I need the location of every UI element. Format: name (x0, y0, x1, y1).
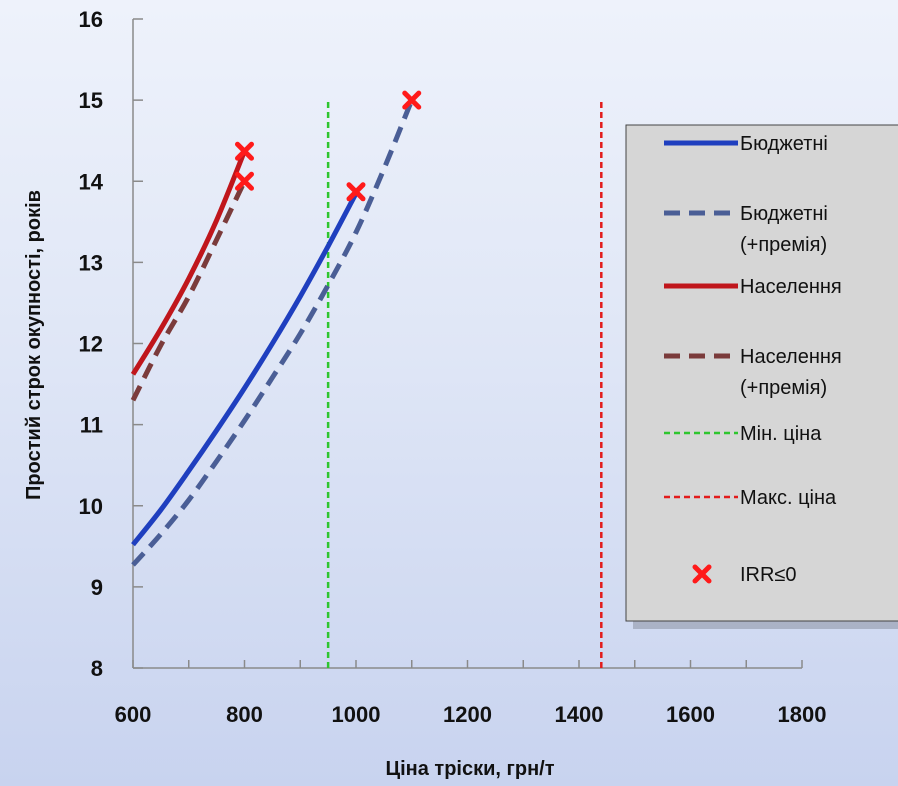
marker-stroke (402, 90, 422, 110)
legend-item: Бюджетні (+премія) (664, 203, 828, 256)
legend-item: Бюджетні (664, 133, 828, 155)
series-line-0 (131, 192, 359, 547)
legend-item: IRR≤0 (692, 564, 797, 586)
marker-stroke (346, 182, 366, 202)
legend-label: Бюджетні (740, 133, 828, 155)
y-tick-label: 16 (79, 7, 103, 32)
y-tick-label: 12 (79, 332, 103, 357)
legend-box (625, 124, 898, 622)
legend-label: Населення (740, 276, 842, 298)
axes: 8 9 10 11 12 13 14 15 16 600 800 1000 1200 1400 1600 18… (79, 7, 827, 727)
x-tick-label: 1200 (443, 702, 492, 727)
series-line-3 (130, 180, 247, 402)
legend-label: Бюджетні (740, 203, 828, 225)
x-axis-title: Ціна тріски, грн/т (385, 758, 554, 780)
marker-stroke (235, 171, 254, 191)
series-line-1 (131, 99, 415, 567)
legend-label: Макс. ціна (740, 487, 837, 509)
legend-item: Населення (664, 276, 842, 298)
legend-label: IRR≤0 (740, 564, 797, 586)
legend: БюджетніБюджетні(+премія)НаселенняНаселе… (625, 124, 898, 629)
y-tick-label: 8 (91, 656, 103, 681)
irr-marker (346, 182, 366, 202)
y-axis-title: Простий строк окупності, років (23, 190, 45, 500)
legend-label: Мін. ціна (740, 423, 822, 445)
x-tick-label: 1400 (555, 702, 604, 727)
x-tick-label: 1800 (778, 702, 827, 727)
y-tick-label: 10 (79, 494, 103, 519)
legend-label: (+премія) (740, 234, 827, 256)
series-line-2 (130, 150, 247, 376)
irr-marker (235, 141, 254, 161)
irr-marker (235, 171, 254, 191)
marker-stroke (235, 141, 254, 161)
y-tick-label: 9 (91, 575, 103, 600)
plot-markers (235, 90, 422, 202)
x-tick-label: 800 (226, 702, 263, 727)
legend-item: Населення (+премія) (664, 346, 842, 399)
y-tick-label: 14 (79, 169, 104, 194)
y-tick-label: 11 (80, 413, 103, 438)
x-tick-label: 600 (115, 702, 152, 727)
plot-lines (130, 99, 603, 668)
legend-label: (+премія) (740, 377, 827, 399)
marker-stroke (692, 564, 712, 584)
y-tick-label: 15 (79, 88, 103, 113)
y-tick-label: 13 (79, 250, 103, 275)
x-tick-label: 1000 (332, 702, 381, 727)
x-tick-label: 1600 (666, 702, 715, 727)
legend-label: Населення (740, 346, 842, 368)
irr-marker (402, 90, 422, 110)
legend-item: Мін. ціна (664, 423, 822, 445)
legend-marker-symbol (692, 564, 712, 584)
legend-item: Макс. ціна (664, 487, 837, 509)
